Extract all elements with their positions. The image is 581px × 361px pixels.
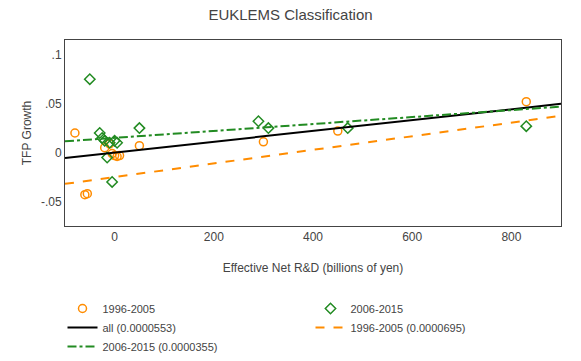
svg-text:TFP Growth: TFP Growth bbox=[20, 101, 34, 165]
svg-text:.05: .05 bbox=[45, 97, 62, 111]
svg-text:1996-2005: 1996-2005 bbox=[103, 303, 156, 315]
svg-text:EUKLEMS Classification: EUKLEMS Classification bbox=[208, 6, 372, 23]
svg-text:400: 400 bbox=[303, 230, 323, 244]
svg-text:1996-2005 (0.0000695): 1996-2005 (0.0000695) bbox=[351, 322, 466, 334]
svg-text:600: 600 bbox=[402, 230, 422, 244]
svg-text:all (0.0000553): all (0.0000553) bbox=[103, 322, 176, 334]
svg-text:.1: .1 bbox=[52, 48, 62, 62]
svg-text:200: 200 bbox=[204, 230, 224, 244]
svg-text:0: 0 bbox=[55, 146, 62, 160]
svg-text:Effective Net R&D (billions of: Effective Net R&D (billions of yen) bbox=[223, 261, 404, 275]
svg-text:2006-2015: 2006-2015 bbox=[351, 303, 404, 315]
svg-text:2006-2015 (0.0000355): 2006-2015 (0.0000355) bbox=[103, 341, 218, 353]
svg-text:-.05: -.05 bbox=[41, 195, 62, 209]
svg-text:0: 0 bbox=[111, 230, 118, 244]
svg-text:800: 800 bbox=[501, 230, 521, 244]
